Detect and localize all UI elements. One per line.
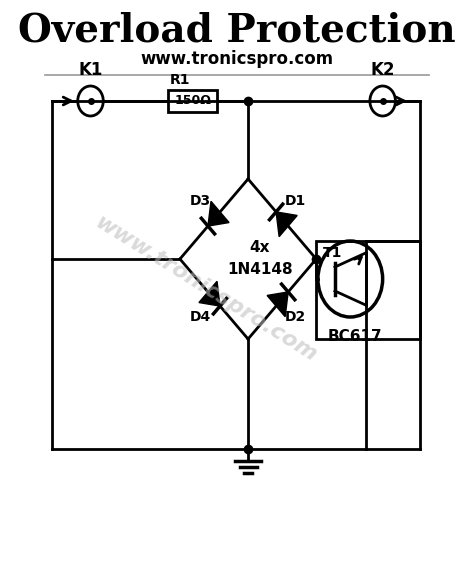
Text: D4: D4: [190, 310, 211, 324]
Polygon shape: [267, 292, 288, 317]
Polygon shape: [199, 281, 220, 306]
Text: www.tronicspro.com: www.tronicspro.com: [140, 50, 334, 68]
Text: Overload Protection: Overload Protection: [18, 12, 456, 50]
Text: D2: D2: [285, 310, 306, 324]
Polygon shape: [276, 212, 297, 237]
Text: BC617: BC617: [327, 329, 382, 344]
Text: www.tronicspro.com: www.tronicspro.com: [91, 212, 320, 366]
Text: R1: R1: [170, 73, 190, 87]
Text: D1: D1: [285, 194, 306, 208]
Text: 150Ω: 150Ω: [174, 94, 211, 108]
Text: 4x: 4x: [250, 240, 270, 255]
Text: 1N4148: 1N4148: [227, 262, 293, 277]
FancyBboxPatch shape: [168, 90, 218, 112]
Polygon shape: [208, 201, 229, 226]
Text: D3: D3: [190, 194, 211, 208]
Text: K2: K2: [370, 61, 395, 79]
Text: K1: K1: [78, 61, 103, 79]
Text: T1: T1: [323, 246, 342, 260]
